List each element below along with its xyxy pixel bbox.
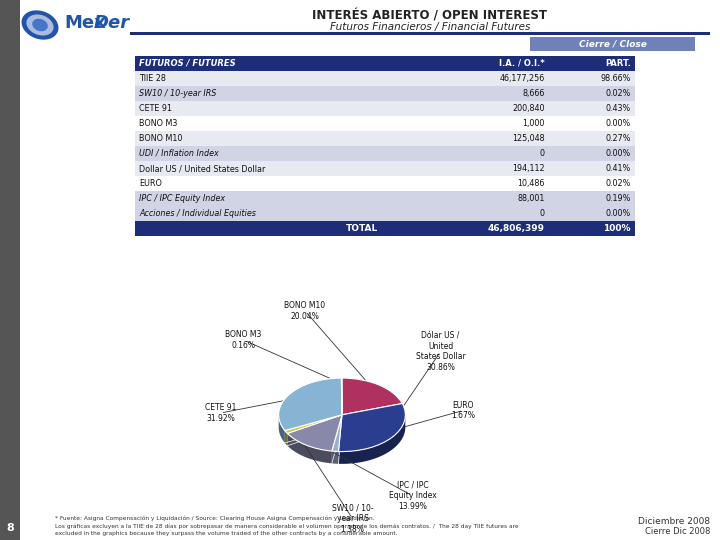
Text: 125,048: 125,048 xyxy=(513,134,545,143)
FancyBboxPatch shape xyxy=(135,86,635,101)
Polygon shape xyxy=(338,416,405,464)
Text: 0: 0 xyxy=(540,149,545,158)
Ellipse shape xyxy=(32,19,48,31)
Text: Dólar US /
United
States Dollar
30.86%: Dólar US / United States Dollar 30.86% xyxy=(415,332,465,372)
Text: IPC / IPC
Equity Index
13.99%: IPC / IPC Equity Index 13.99% xyxy=(389,481,436,511)
Text: FUTUROS / FUTURES: FUTUROS / FUTURES xyxy=(139,59,235,68)
Text: Cierre / Close: Cierre / Close xyxy=(579,39,647,49)
Text: Der: Der xyxy=(94,14,130,32)
Text: Mex: Mex xyxy=(64,14,106,32)
Polygon shape xyxy=(287,434,332,463)
Text: Los gráficas excluyen a la TIIE de 28 días por sobrepasar de manera considerable: Los gráficas excluyen a la TIIE de 28 dí… xyxy=(55,523,518,529)
Text: BONO M3: BONO M3 xyxy=(139,119,177,128)
Text: excluded in the graphics because they surpass the volume traded of the other con: excluded in the graphics because they su… xyxy=(55,531,397,537)
Text: Dollar US / United States Dollar: Dollar US / United States Dollar xyxy=(139,164,266,173)
Ellipse shape xyxy=(27,15,53,36)
FancyBboxPatch shape xyxy=(135,131,635,146)
Text: * Fuente: Asigna Compensación y Liquidación / Source: Clearing House Asigna Comp: * Fuente: Asigna Compensación y Liquidac… xyxy=(55,515,374,521)
FancyBboxPatch shape xyxy=(0,0,20,540)
Wedge shape xyxy=(285,415,342,434)
Text: 1,000: 1,000 xyxy=(523,119,545,128)
Text: 46,177,256: 46,177,256 xyxy=(500,74,545,83)
Text: 8: 8 xyxy=(6,523,14,533)
Text: EURO
1.67%: EURO 1.67% xyxy=(451,401,475,420)
Wedge shape xyxy=(287,415,342,451)
FancyBboxPatch shape xyxy=(530,37,695,51)
Text: CETE 91: CETE 91 xyxy=(139,104,172,113)
Text: PART.: PART. xyxy=(605,59,631,68)
FancyBboxPatch shape xyxy=(135,161,635,176)
FancyBboxPatch shape xyxy=(135,101,635,116)
Text: Diciembre 2008: Diciembre 2008 xyxy=(638,517,710,526)
Text: 0.19%: 0.19% xyxy=(606,194,631,203)
Text: Acciones / Individual Equities: Acciones / Individual Equities xyxy=(139,209,256,218)
Text: 46,806,399: 46,806,399 xyxy=(488,224,545,233)
Text: UDI / Inflation Index: UDI / Inflation Index xyxy=(139,149,219,158)
Text: 10,486: 10,486 xyxy=(518,179,545,188)
Text: BONO M10
20.04%: BONO M10 20.04% xyxy=(284,301,325,321)
Polygon shape xyxy=(279,416,285,443)
Text: I.A. / O.I.*: I.A. / O.I.* xyxy=(499,59,545,68)
Wedge shape xyxy=(279,378,342,430)
Text: TIIE 28: TIIE 28 xyxy=(139,74,166,83)
Polygon shape xyxy=(285,430,287,445)
FancyBboxPatch shape xyxy=(135,206,635,221)
Text: SW10 / 10-year IRS: SW10 / 10-year IRS xyxy=(139,89,217,98)
Text: 200,840: 200,840 xyxy=(513,104,545,113)
Text: 98.66%: 98.66% xyxy=(600,74,631,83)
Text: 0: 0 xyxy=(540,209,545,218)
Wedge shape xyxy=(342,378,402,415)
Text: 8,666: 8,666 xyxy=(523,89,545,98)
FancyBboxPatch shape xyxy=(135,71,635,86)
FancyBboxPatch shape xyxy=(135,116,635,131)
Text: 0.02%: 0.02% xyxy=(606,179,631,188)
Text: SW10 / 10-
year IRS
1.38%: SW10 / 10- year IRS 1.38% xyxy=(332,504,374,534)
Text: 0.43%: 0.43% xyxy=(606,104,631,113)
Wedge shape xyxy=(332,415,342,451)
Text: 0.00%: 0.00% xyxy=(606,149,631,158)
Text: Cierre Dic 2008: Cierre Dic 2008 xyxy=(644,528,710,537)
Polygon shape xyxy=(332,451,338,464)
Text: BONO M3
0.16%: BONO M3 0.16% xyxy=(225,330,261,350)
Text: EURO: EURO xyxy=(139,179,162,188)
Text: 0.02%: 0.02% xyxy=(606,89,631,98)
Text: TOTAL: TOTAL xyxy=(346,224,379,233)
FancyBboxPatch shape xyxy=(135,56,635,71)
Text: 0.27%: 0.27% xyxy=(606,134,631,143)
FancyBboxPatch shape xyxy=(135,146,635,161)
Text: 100%: 100% xyxy=(603,224,631,233)
Text: IPC / IPC Equity Index: IPC / IPC Equity Index xyxy=(139,194,225,203)
Ellipse shape xyxy=(22,10,58,39)
Text: 0.41%: 0.41% xyxy=(606,164,631,173)
FancyBboxPatch shape xyxy=(135,176,635,191)
FancyBboxPatch shape xyxy=(135,191,635,206)
Text: 0.00%: 0.00% xyxy=(606,119,631,128)
Text: 194,112: 194,112 xyxy=(513,164,545,173)
FancyBboxPatch shape xyxy=(130,32,710,35)
Text: 88,001: 88,001 xyxy=(518,194,545,203)
Text: CETE 91
31.92%: CETE 91 31.92% xyxy=(205,403,236,423)
Wedge shape xyxy=(338,403,405,451)
Text: 0.00%: 0.00% xyxy=(606,209,631,218)
Text: INTERÉS ABIERTO / OPEN INTEREST: INTERÉS ABIERTO / OPEN INTEREST xyxy=(312,10,547,23)
Text: Futuros Financieros / Financial Futures: Futuros Financieros / Financial Futures xyxy=(330,22,530,32)
Text: BONO M10: BONO M10 xyxy=(139,134,182,143)
FancyBboxPatch shape xyxy=(135,221,635,236)
